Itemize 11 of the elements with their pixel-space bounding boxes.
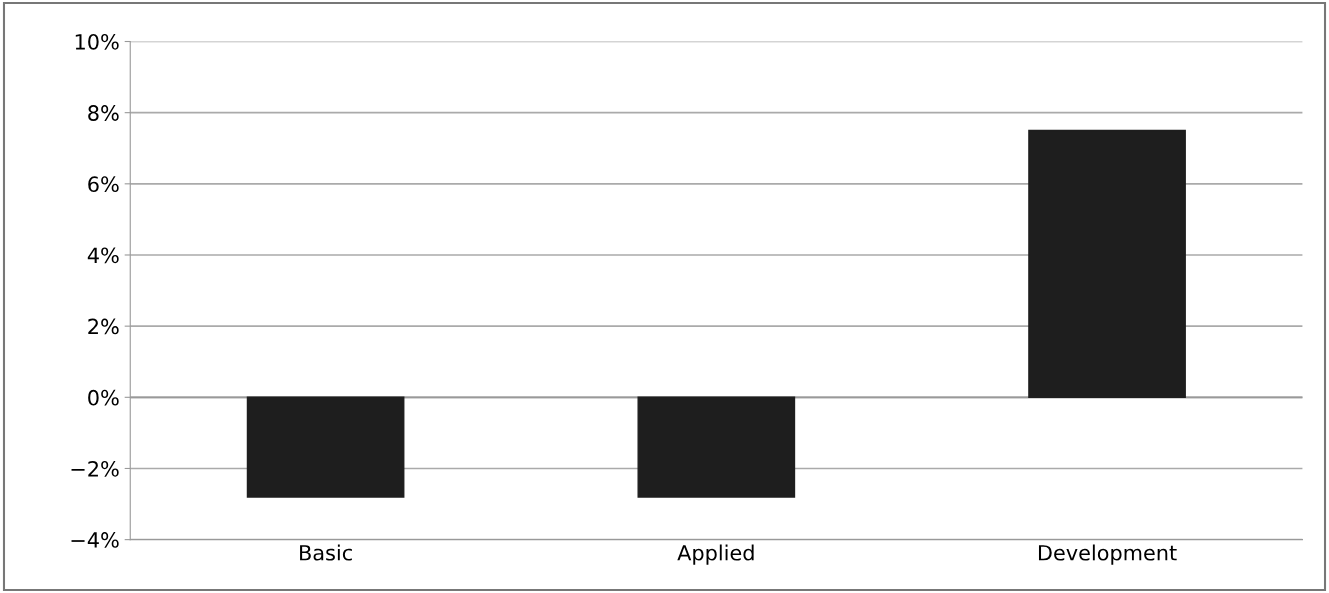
y-tick-label: 8% [88,105,119,121]
y-tick-label: 2% [88,318,119,335]
y-tick-label: 0% [88,389,119,406]
y-tick-label: 10% [75,33,119,50]
x-tick-label: Development [1038,544,1177,565]
y-tick-label: 6% [88,176,119,193]
y-tick-label: −4% [71,532,119,548]
x-tick-label: Applied [677,544,754,565]
y-tick-label: −2% [71,460,119,477]
y-tick-label: 4% [87,247,119,264]
x-tick-label: Basic [300,544,352,561]
